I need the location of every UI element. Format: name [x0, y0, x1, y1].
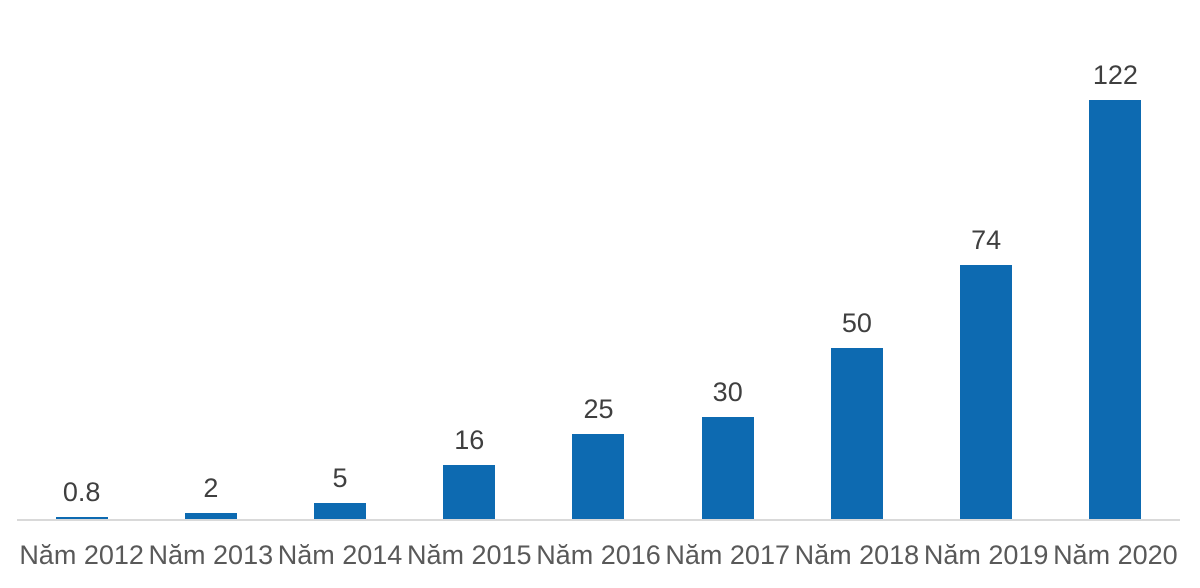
value-label: 122: [1092, 60, 1138, 91]
bar-slot: 30: [663, 378, 792, 520]
bar: [1089, 100, 1142, 520]
value-label: 30: [712, 377, 743, 408]
bar-slot: 0.8: [17, 478, 146, 520]
bar-slot: 16: [405, 426, 534, 520]
bar: [443, 465, 496, 520]
x-axis-label: Năm 2017: [665, 540, 790, 570]
value-label: 2: [203, 473, 219, 504]
bar-slot: 122: [1051, 61, 1180, 520]
bar: [830, 348, 883, 520]
x-axis-label: Năm 2013: [148, 540, 274, 570]
bar: [572, 434, 625, 520]
x-axis-label: Năm 2020: [1053, 540, 1178, 570]
x-axis-label: Năm 2015: [406, 540, 532, 570]
bar-slot: 5: [275, 464, 404, 520]
value-label: 0.8: [62, 477, 101, 508]
bar-slot: 25: [534, 395, 663, 520]
value-label: 25: [583, 394, 614, 425]
bar: [960, 265, 1013, 520]
x-axis-label: Năm 2016: [536, 540, 661, 570]
x-axis-label: Năm 2018: [794, 540, 920, 570]
bar: [701, 417, 754, 520]
bar: [314, 503, 367, 520]
x-axis-label: Năm 2012: [19, 540, 144, 570]
bar: [55, 517, 108, 520]
bar-slot: 50: [792, 309, 921, 520]
plot-area: 0.8 2 5 16 25 30 50 74 122: [17, 0, 1180, 520]
x-axis-label: Năm 2014: [277, 540, 403, 570]
bar: [184, 513, 237, 520]
bar-slot: 74: [922, 226, 1051, 520]
value-label: 5: [332, 463, 348, 494]
value-label: 16: [454, 425, 485, 456]
bar-slot: 2: [146, 474, 275, 520]
x-axis-baseline: [17, 519, 1180, 521]
x-axis-labels: Năm 2012 Năm 2013 Năm 2014 Năm 2015 Năm 2016…: [17, 540, 1180, 571]
value-label: 50: [841, 308, 872, 339]
x-axis-label: Năm 2019: [923, 540, 1049, 570]
value-label: 74: [971, 225, 1002, 256]
